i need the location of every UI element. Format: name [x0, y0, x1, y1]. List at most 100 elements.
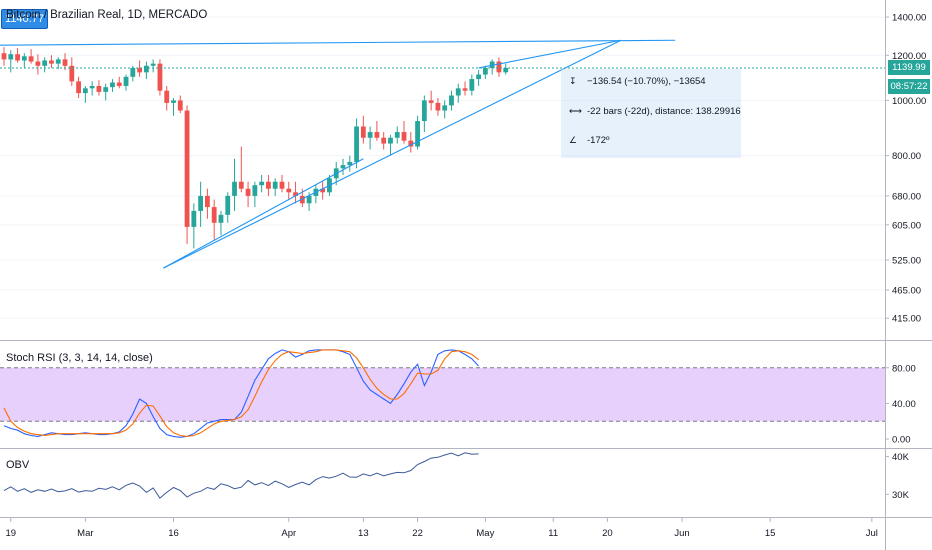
price-tick-label: 605.00: [892, 220, 921, 231]
rsi-tick-label: 0.00: [892, 435, 911, 446]
candle-body: [347, 161, 353, 166]
candle-body: [374, 132, 380, 138]
candle-body: [408, 140, 414, 147]
obv-axis[interactable]: 40K 30K: [885, 452, 910, 501]
price-badge[interactable]: 1140.77: [1, 9, 48, 29]
candle-body: [367, 132, 373, 138]
obv-title[interactable]: OBV: [6, 459, 30, 471]
measure-price-change: −136.54 (−10.70%), −13654: [587, 76, 706, 87]
candle-body: [320, 188, 326, 193]
candle-body: [279, 181, 285, 189]
candle-body: [96, 85, 102, 92]
candle-body: [435, 102, 441, 111]
rsi-tick-label: 80.00: [892, 363, 916, 374]
candle-body: [184, 110, 190, 227]
time-tick-label: 13: [358, 528, 369, 539]
candle-body: [455, 88, 461, 96]
obv-series-line: [3, 452, 479, 499]
candle-body: [381, 137, 387, 144]
time-tick-label: Mar: [77, 528, 93, 539]
time-tick-label: 11: [548, 528, 558, 539]
price-tick-label: 525.00: [892, 255, 921, 266]
candle-body: [15, 54, 20, 61]
candle-body: [252, 185, 258, 196]
candle-body: [401, 132, 407, 141]
price-tick-label: 680.00: [892, 191, 921, 202]
measure-box[interactable]: ↧ −136.54 (−10.70%), −13654 ⟷ -22 bars (-2…: [561, 69, 741, 158]
stoch-rsi-title[interactable]: Stoch RSI (3, 3, 14, 14, close): [6, 352, 153, 364]
candle-body: [476, 74, 481, 80]
last-price-tag: 1139.99: [888, 60, 930, 76]
obv-tick-label: 40K: [892, 452, 910, 463]
candle-body: [225, 195, 231, 215]
stoch-d-line: [3, 349, 479, 437]
resistance-trendline: [0, 39, 676, 46]
rsi-tick-label: 40.00: [892, 399, 916, 410]
candle-body: [110, 82, 115, 88]
time-tick-label: 15: [765, 528, 776, 539]
price-grid: [0, 16, 885, 319]
rsi-axis[interactable]: 80.00 40.00 0.00: [885, 363, 916, 446]
candle-body: [503, 67, 509, 73]
measure-angle-row: ∠ -172º: [569, 135, 609, 146]
candle-body: [496, 61, 502, 73]
candle-body: [89, 85, 95, 89]
candle-body: [272, 181, 278, 189]
measure-bars: -22 bars (-22d), distance: 138.29916: [587, 106, 741, 117]
candle-body: [211, 207, 217, 223]
countdown-tag: 08:57:22: [888, 79, 930, 95]
price-axis[interactable]: 1400.00 1200.00 1000.00 800.00 680.00 605.00 5…: [885, 13, 926, 325]
measure-bars-row: ⟷ -22 bars (-22d), distance: 138.29916: [569, 106, 741, 117]
candle-body: [49, 60, 54, 64]
candle-body: [442, 105, 448, 111]
candle-body: [137, 67, 142, 73]
measure-angle: -172º: [587, 135, 610, 146]
candle-body: [8, 54, 14, 60]
candle-body: [238, 181, 244, 189]
rsi-band: [0, 367, 885, 422]
vertical-measure-icon: ↧: [569, 76, 577, 86]
candle-body: [76, 81, 81, 94]
candle-body: [116, 82, 122, 86]
candle-body: [299, 195, 305, 204]
obv-line: [3, 452, 479, 499]
candle-body: [62, 59, 68, 66]
candle-body: [354, 126, 359, 162]
candles: [1, 47, 509, 249]
candle-body: [21, 56, 27, 61]
candle-body: [171, 100, 176, 103]
candle-body: [177, 100, 183, 111]
candle-body: [218, 214, 224, 223]
time-tick-label: Jul: [866, 528, 878, 539]
candle-body: [82, 88, 88, 94]
candle-body: [42, 60, 48, 66]
trendlines[interactable]: [0, 39, 676, 269]
candle-body: [360, 126, 366, 138]
candle-body: [69, 65, 75, 82]
candle-body: [286, 188, 292, 193]
stoch-k-line: [3, 349, 479, 438]
candle-body: [489, 61, 495, 68]
candle-body: [191, 210, 197, 227]
candle-body: [164, 90, 170, 103]
candle-body: [1, 53, 7, 60]
angle-icon: ∠: [569, 135, 578, 145]
candle-body: [28, 56, 34, 62]
candle-body: [157, 63, 163, 91]
candle-body: [205, 195, 210, 208]
candle-body: [388, 137, 393, 144]
obv-tick-label: 30K: [892, 490, 910, 501]
projection-line: [478, 39, 622, 69]
price-tick-label: 1000.00: [892, 96, 926, 107]
candle-body: [245, 188, 251, 196]
candle-body: [55, 59, 61, 64]
price-tick-label: 800.00: [892, 151, 921, 162]
candle-body: [150, 63, 156, 66]
candle-body: [35, 61, 41, 66]
time-tick-label: 16: [168, 528, 179, 539]
time-axis[interactable]: 19 Mar 16 Apr 13 22 May 11 20 Jun 15 Jul: [5, 518, 878, 539]
horizontal-measure-icon: ⟷: [569, 106, 582, 116]
price-tick-label: 1400.00: [892, 13, 926, 24]
candle-body: [415, 121, 420, 147]
